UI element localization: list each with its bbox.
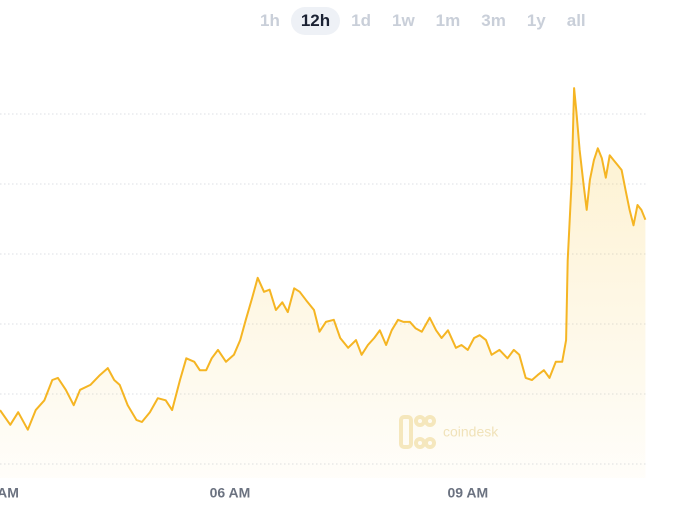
range-button[interactable]: 1d bbox=[351, 11, 371, 30]
range-button[interactable]: 1h bbox=[260, 11, 280, 30]
x-tick-label: 09 AM bbox=[447, 485, 488, 501]
range-button[interactable]: 1m bbox=[435, 11, 461, 30]
range-button[interactable]: 1w bbox=[391, 11, 415, 30]
range-button[interactable]: 12h bbox=[290, 7, 341, 35]
price-line bbox=[0, 87, 647, 431]
range-selector: 1h 12h 1d 1w 1m 3m 1y all bbox=[250, 6, 597, 36]
range-button[interactable]: 3m bbox=[481, 11, 506, 30]
range-button[interactable]: all bbox=[566, 11, 586, 30]
x-tick-label: AM bbox=[0, 485, 19, 501]
x-tick-label: 06 AM bbox=[210, 485, 251, 501]
area bbox=[0, 88, 646, 478]
range-button[interactable]: 1y bbox=[526, 11, 546, 30]
